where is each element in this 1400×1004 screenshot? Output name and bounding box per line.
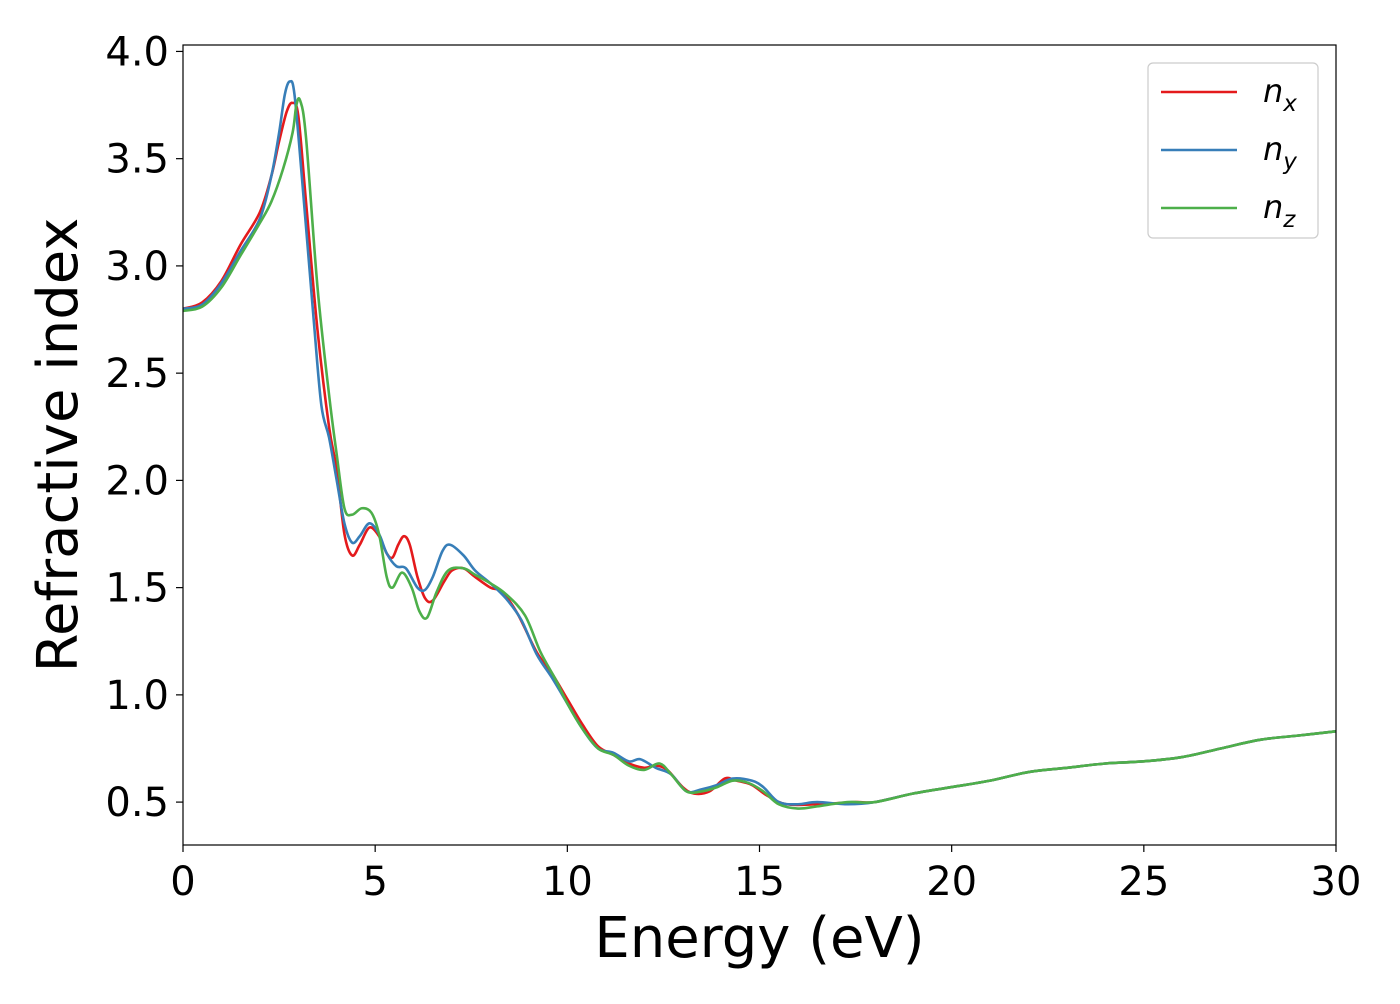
series-layer (182, 79, 1337, 810)
y-axis-label: Refractive index (26, 218, 91, 673)
legend-label-x: nx (1263, 72, 1297, 117)
x-axis-label: Energy (eV) (594, 906, 924, 971)
legend: nx ny nz (1147, 62, 1319, 239)
series-line-z (182, 97, 1337, 810)
x-tick-label: 0 (170, 859, 195, 905)
y-tick-label: 0.5 (105, 780, 169, 826)
y-tick-label: 2.0 (105, 458, 169, 504)
x-axis-ticks: 0 5 10 15 20 25 30 (170, 845, 1361, 905)
y-tick-label: 1.0 (105, 673, 169, 719)
y-tick-label: 3.0 (105, 244, 169, 290)
y-tick-label: 4.0 (105, 29, 169, 75)
y-tick-label: 1.5 (105, 566, 169, 612)
y-tick-label: 3.5 (105, 137, 169, 183)
x-tick-label: 25 (1118, 859, 1169, 905)
x-tick-label: 30 (1311, 859, 1362, 905)
y-axis-ticks: 0.5 1.0 1.5 2.0 2.5 3.0 3.5 4.0 (105, 29, 183, 826)
legend-label-y: ny (1263, 130, 1297, 175)
y-tick-label: 2.5 (105, 351, 169, 397)
x-tick-label: 5 (362, 859, 387, 905)
x-tick-label: 20 (926, 859, 977, 905)
legend-label-z: nz (1263, 188, 1296, 233)
x-tick-label: 15 (734, 859, 785, 905)
x-tick-label: 10 (542, 859, 593, 905)
